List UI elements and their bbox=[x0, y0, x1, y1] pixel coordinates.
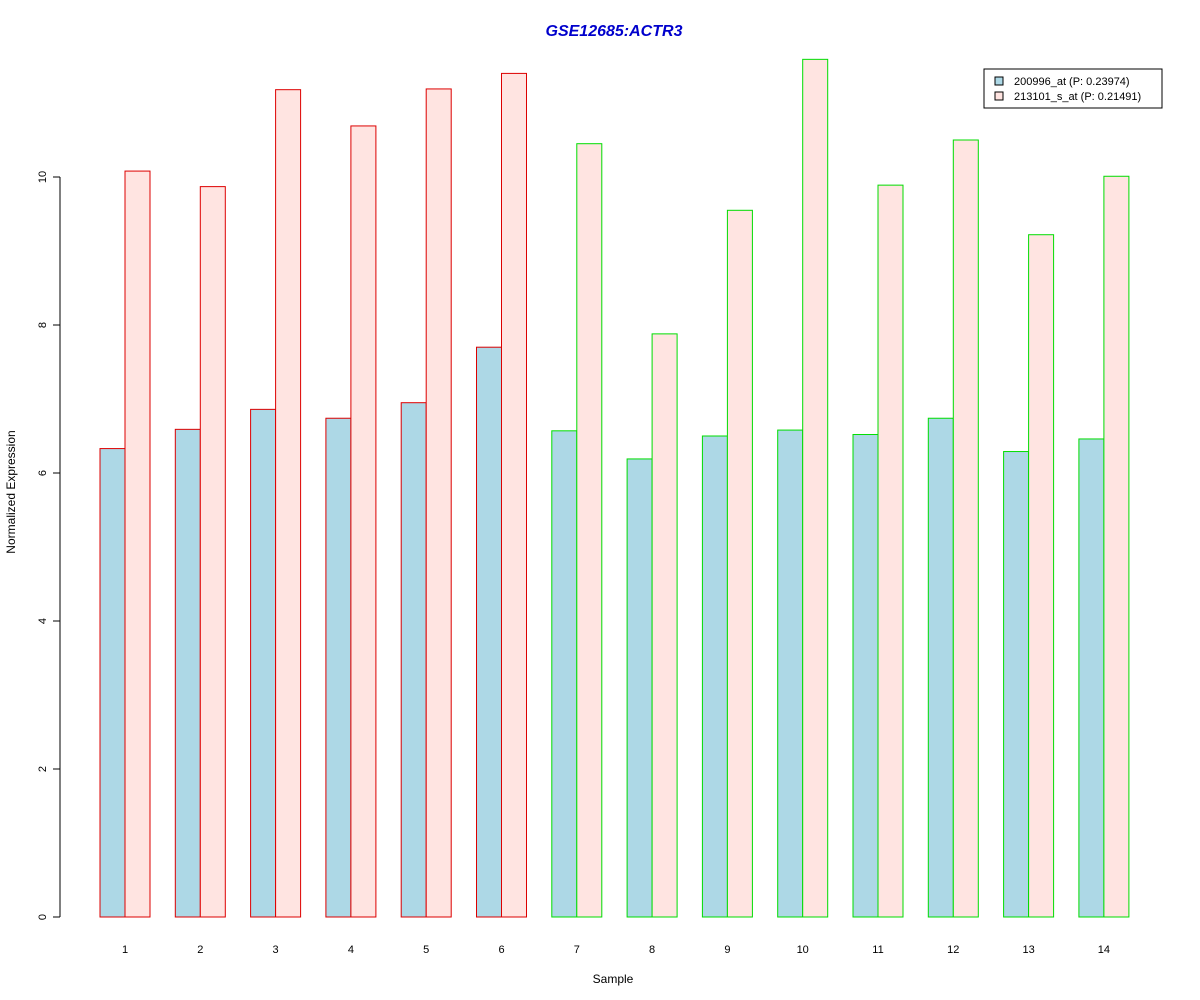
legend-box bbox=[983, 68, 1163, 109]
bar-series2-sample-12 bbox=[952, 139, 979, 918]
x-tick-label: 8 bbox=[649, 944, 655, 956]
bar-series2-sample-11 bbox=[877, 184, 904, 918]
legend: 200996_at (P: 0.23974) 213101_s_at (P: 0.… bbox=[983, 68, 1163, 109]
x-tick-label: 13 bbox=[1022, 944, 1034, 956]
x-tick-label: 1 bbox=[122, 944, 128, 956]
bar-series1-sample-2 bbox=[174, 428, 201, 918]
x-tick-label: 5 bbox=[423, 944, 429, 956]
bar-series1-sample-6 bbox=[476, 346, 502, 918]
bar-series1-sample-14 bbox=[1078, 438, 1105, 918]
x-tick-label: 2 bbox=[197, 944, 203, 956]
x-axis-label: Sample bbox=[593, 972, 634, 986]
bar-series1-sample-1 bbox=[99, 448, 126, 918]
y-tick-label: 0 bbox=[37, 914, 49, 920]
bar-series1-sample-8 bbox=[626, 458, 653, 918]
x-tick-label: 7 bbox=[574, 944, 580, 956]
legend-entry: 213101_s_at (P: 0.21491) bbox=[1014, 91, 1141, 103]
bar-series1-sample-3 bbox=[250, 408, 277, 918]
bar-series2-sample-8 bbox=[651, 333, 678, 918]
bar-series1-sample-9 bbox=[701, 435, 728, 918]
y-tick-label: 2 bbox=[37, 766, 49, 772]
x-tick-labels: 1 2 3 4 5 6 7 8 9 10 11 12 13 14 bbox=[122, 944, 1110, 956]
x-tick-label: 3 bbox=[273, 944, 279, 956]
bar-series1-sample-13 bbox=[1003, 451, 1030, 918]
bar-series2-sample-9 bbox=[726, 209, 753, 918]
bar-series2-sample-4 bbox=[350, 125, 377, 918]
bar-series2-sample-14 bbox=[1103, 175, 1130, 918]
bar-series2-sample-2 bbox=[199, 186, 226, 918]
x-tick-label: 11 bbox=[872, 944, 883, 956]
x-tick-label: 9 bbox=[724, 944, 730, 956]
y-tick-label: 8 bbox=[37, 322, 49, 328]
legend-swatch bbox=[994, 76, 1004, 86]
bars-group bbox=[99, 58, 1130, 918]
x-tick-label: 14 bbox=[1098, 944, 1110, 956]
x-tick-label: 4 bbox=[348, 944, 354, 956]
x-tick-label: 10 bbox=[797, 944, 809, 956]
x-tick-label: 6 bbox=[498, 944, 504, 956]
y-axis-label: Normalized Expression bbox=[4, 430, 18, 553]
bar-series2-sample-13 bbox=[1028, 234, 1055, 918]
bar-series1-sample-10 bbox=[777, 429, 804, 918]
bar-series1-sample-7 bbox=[551, 430, 578, 918]
bar-series2-sample-10 bbox=[802, 58, 829, 918]
bar-series1-sample-4 bbox=[325, 417, 352, 918]
bar-series2-sample-5 bbox=[425, 88, 452, 918]
bar-series2-sample-1 bbox=[124, 170, 151, 918]
bar-series1-sample-11 bbox=[852, 434, 879, 918]
y-tick-label: 4 bbox=[37, 618, 49, 624]
y-axis: 0 2 4 6 8 10 bbox=[37, 171, 61, 920]
legend-swatch bbox=[994, 91, 1004, 101]
chart-title: GSE12685:ACTR3 bbox=[546, 23, 683, 40]
bar-series2-sample-3 bbox=[275, 89, 302, 918]
y-tick-label: 6 bbox=[37, 470, 49, 476]
x-tick-label: 12 bbox=[947, 944, 959, 956]
bar-series1-sample-5 bbox=[400, 402, 427, 918]
legend-entry: 200996_at (P: 0.23974) bbox=[1014, 76, 1130, 88]
bar-series2-sample-6 bbox=[501, 72, 527, 918]
bar-series2-sample-7 bbox=[576, 143, 603, 918]
bar-series1-sample-12 bbox=[927, 417, 954, 918]
y-tick-label: 10 bbox=[37, 171, 49, 183]
